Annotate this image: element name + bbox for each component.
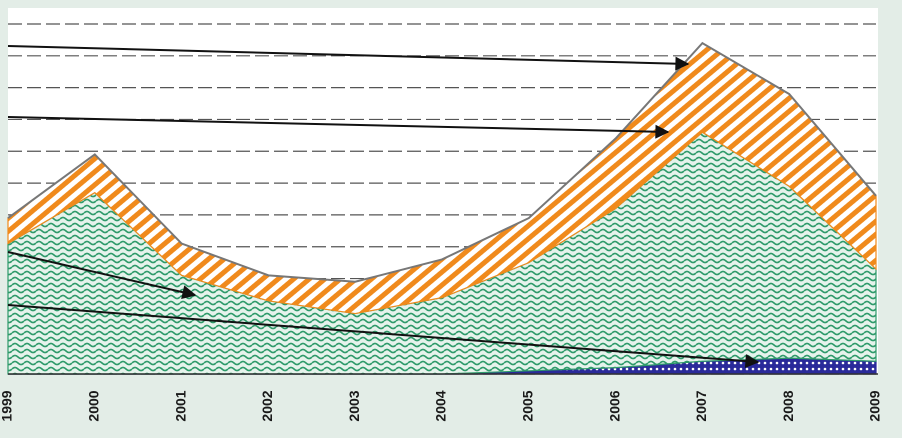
arrow — [7, 45, 690, 71]
x-tick-label: 1999 — [0, 390, 15, 421]
x-tick-label: 2006 — [606, 390, 622, 421]
x-tick-label: 2004 — [433, 390, 449, 421]
area-outline — [7, 41, 877, 283]
x-tick-label: 2005 — [520, 390, 536, 421]
x-tick-label: 2002 — [259, 390, 275, 421]
annotations — [7, 45, 760, 369]
arrow — [7, 304, 760, 369]
x-tick-label: 2008 — [780, 390, 796, 421]
x-tick-label: 2003 — [346, 390, 362, 421]
x-tick-label: 2009 — [867, 390, 883, 421]
x-tick-label: 2007 — [693, 390, 709, 421]
arrow — [7, 116, 670, 139]
x-tick-label: 2000 — [86, 390, 102, 421]
x-tick-label: 2001 — [172, 390, 188, 421]
arrow — [7, 251, 197, 299]
